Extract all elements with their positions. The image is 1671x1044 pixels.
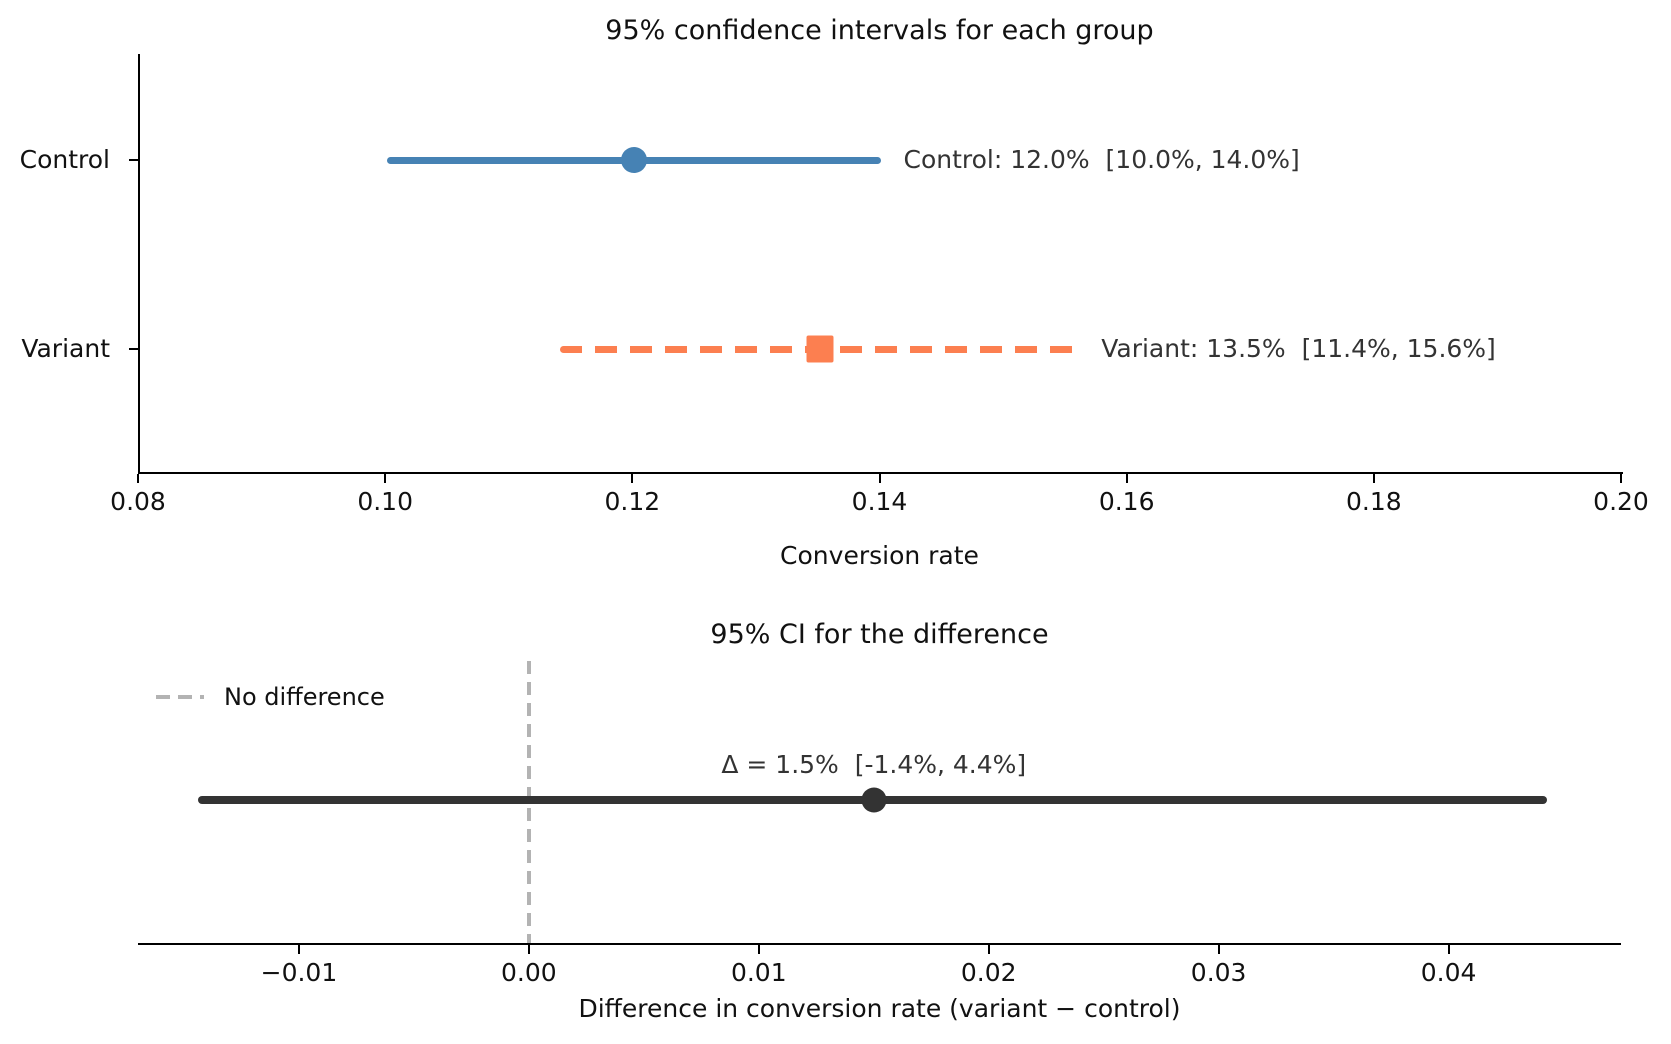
x-tick-mark bbox=[527, 945, 530, 954]
ci-annotation-variant: Variant: 13.5% [11.4%, 15.6%] bbox=[1101, 334, 1496, 364]
x-tick-label: 0.02 bbox=[960, 958, 1017, 987]
x-tick-label: 0.18 bbox=[1345, 487, 1402, 516]
ci-annotation-difference: Δ = 1.5% [-1.4%, 4.4%] bbox=[721, 750, 1027, 780]
y-tick-mark bbox=[129, 348, 138, 351]
ci-annotation-control: Control: 12.0% [10.0%, 14.0%] bbox=[903, 145, 1300, 175]
x-tick-label: 0.12 bbox=[604, 487, 661, 516]
point-marker-difference bbox=[861, 787, 887, 813]
no-difference-legend-line-sample bbox=[156, 695, 204, 699]
y-tick-mark bbox=[129, 159, 138, 162]
x-tick-mark bbox=[878, 474, 881, 483]
point-marker-control bbox=[621, 147, 648, 174]
x-tick-mark bbox=[1620, 474, 1622, 483]
x-tick-label: −0.01 bbox=[260, 958, 338, 987]
x-tick-label: 0.20 bbox=[1593, 487, 1649, 516]
x-axis-difference: −0.01 0.00 0.01 0.02 0.03 0.04 bbox=[138, 945, 1621, 1005]
x-tick-label: 0.10 bbox=[357, 487, 413, 516]
x-tick-mark bbox=[1125, 474, 1128, 483]
legend: No difference bbox=[156, 683, 385, 711]
x-tick-label: 0.03 bbox=[1190, 958, 1247, 987]
x-axis-groups: 0.08 0.10 0.12 0.14 0.16 0.18 0.20 bbox=[110, 474, 1649, 534]
x-tick-label: 0.04 bbox=[1420, 958, 1477, 987]
legend-label-no-difference: No difference bbox=[224, 683, 385, 711]
x-tick-mark bbox=[137, 474, 139, 483]
x-tick-mark bbox=[384, 474, 387, 483]
y-category-label-control: Control bbox=[19, 145, 110, 175]
x-axis-label-difference: Difference in conversion rate (variant −… bbox=[578, 994, 1181, 1023]
x-tick-mark bbox=[757, 945, 760, 954]
point-marker-variant bbox=[806, 335, 834, 363]
x-tick-label: 0.08 bbox=[110, 487, 166, 516]
x-tick-mark bbox=[631, 474, 634, 483]
plot-area-groups: Control: 12.0% [10.0%, 14.0%] Variant: 13… bbox=[138, 54, 1623, 474]
x-tick-mark bbox=[297, 945, 300, 954]
plot-area-difference: No difference Δ = 1.5% [-1.4%, 4.4%] bbox=[138, 661, 1621, 945]
x-tick-label: 0.01 bbox=[730, 958, 787, 987]
plot-title-groups: 95% confidence intervals for each group bbox=[605, 15, 1154, 46]
x-tick-label: 0.14 bbox=[851, 487, 908, 516]
x-tick-label: 0.16 bbox=[1098, 487, 1155, 516]
x-tick-mark bbox=[987, 945, 990, 954]
x-tick-mark bbox=[1217, 945, 1220, 954]
y-category-label-variant: Variant bbox=[21, 334, 110, 364]
x-tick-label: 0.00 bbox=[501, 958, 557, 987]
x-tick-mark bbox=[1447, 945, 1450, 954]
plot-title-difference: 95% CI for the difference bbox=[710, 619, 1049, 650]
x-axis-label-conversion-rate: Conversion rate bbox=[780, 541, 979, 570]
y-axis-groups: Control Variant bbox=[0, 54, 138, 472]
x-tick-mark bbox=[1372, 474, 1375, 483]
